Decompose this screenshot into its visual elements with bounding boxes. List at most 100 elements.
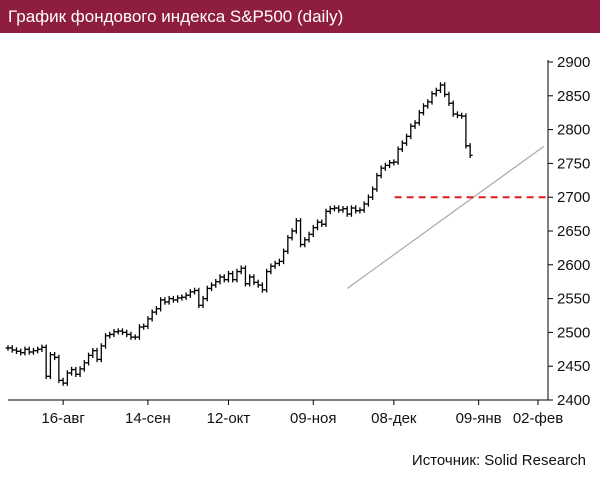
y-tick-label: 2800: [557, 122, 590, 139]
price-bar: [124, 329, 130, 338]
price-bar: [26, 346, 32, 355]
x-tick-label: 12-окт: [207, 410, 251, 427]
price-bar: [378, 165, 384, 179]
price-bar: [264, 268, 270, 293]
price-bar: [463, 113, 469, 149]
price-bar: [230, 270, 236, 283]
price-bar: [255, 279, 261, 288]
x-tick-label: 08-дек: [371, 410, 417, 427]
y-tick-label: 2900: [557, 54, 590, 71]
price-bar: [166, 295, 172, 305]
price-bar: [268, 263, 274, 275]
price-bar: [39, 344, 45, 353]
price-bar: [192, 287, 198, 295]
x-tick-label: 14-сен: [125, 410, 171, 427]
price-bar: [213, 278, 219, 288]
price-bar: [209, 282, 215, 292]
price-bar: [128, 331, 134, 340]
price-bar: [149, 309, 155, 322]
price-bar: [81, 360, 87, 372]
y-tick-label: 2500: [557, 324, 590, 341]
price-bar: [119, 328, 125, 336]
price-bar: [429, 91, 435, 105]
y-axis-labels: 2400 2450 2500 2550 2600 2650 2700 2750 2800 2850…: [557, 54, 590, 409]
y-tick-label: 2550: [557, 291, 590, 308]
price-bar: [336, 205, 342, 213]
x-axis-labels: 16-авг 14-сен 12-окт 09-ноя 08-дек 09-янв 02-ф…: [41, 410, 563, 427]
price-bar: [454, 111, 460, 119]
price-bar: [412, 120, 418, 129]
price-bar: [145, 316, 151, 330]
price-bar: [370, 186, 376, 200]
price-bar: [319, 219, 325, 227]
price-bar: [327, 205, 333, 215]
price-bar: [217, 274, 223, 285]
price-bar: [183, 292, 189, 300]
price-bar: [387, 160, 393, 169]
price-bar: [251, 274, 257, 286]
price-bar: [361, 201, 367, 213]
price-bar: [298, 218, 304, 248]
price-bar: [340, 205, 346, 213]
price-bar: [107, 331, 113, 339]
y-tick-label: 2400: [557, 392, 590, 409]
price-bar: [302, 237, 308, 248]
price-bar: [56, 354, 62, 384]
price-bar: [60, 377, 66, 386]
price-bar: [306, 231, 312, 243]
y-tick-label: 2600: [557, 257, 590, 274]
price-bar: [467, 143, 473, 158]
chart-title: График фондового индекса S&P500 (daily): [0, 0, 600, 33]
price-bar: [35, 346, 41, 354]
price-bar: [259, 282, 265, 293]
source-note: Источник: Solid Research: [411, 452, 586, 469]
price-bar: [221, 274, 227, 283]
price-bar: [73, 366, 79, 378]
price-bar: [52, 352, 58, 361]
price-bar: [437, 82, 443, 94]
price-bar: [69, 366, 75, 376]
price-bar: [13, 347, 19, 355]
x-tick-label: 16-авг: [41, 410, 85, 427]
price-bar: [30, 347, 36, 355]
price-bar: [77, 366, 83, 378]
price-bar: [90, 347, 96, 359]
price-bar: [315, 219, 321, 231]
x-tick-label: 02-фев: [513, 410, 563, 427]
price-bar: [162, 297, 168, 305]
y-tick-label: 2750: [557, 155, 590, 172]
price-bar: [153, 306, 159, 315]
price-bar: [238, 265, 244, 275]
price-bar: [225, 270, 231, 283]
axes: [8, 60, 553, 405]
price-bar: [175, 295, 181, 303]
price-bar: [399, 140, 405, 152]
trend-lines: [346, 145, 546, 289]
support-trendline: [346, 145, 545, 289]
y-tick-label: 2700: [557, 189, 590, 206]
price-bar: [272, 260, 278, 269]
price-bar: [404, 133, 410, 146]
price-bar: [310, 224, 316, 238]
price-bar: [170, 295, 176, 303]
price-bar: [433, 87, 439, 97]
price-bar: [382, 162, 388, 171]
x-tick-label: 09-ноя: [290, 410, 336, 427]
price-bar: [234, 268, 240, 283]
price-bar: [22, 346, 28, 356]
price-bar: [18, 348, 24, 356]
price-bar: [348, 205, 354, 217]
price-bar: [200, 295, 206, 309]
price-bar: [289, 228, 295, 241]
price-bar: [111, 329, 117, 338]
price-bar: [47, 352, 53, 380]
price-bar: [43, 344, 49, 380]
price-bar: [86, 352, 92, 366]
price-bar: [187, 289, 193, 298]
price-bar: [365, 194, 371, 207]
price-bar: [421, 103, 427, 116]
y-tick-label: 2650: [557, 223, 590, 240]
price-bar: [247, 274, 253, 287]
price-bar: [344, 205, 350, 217]
